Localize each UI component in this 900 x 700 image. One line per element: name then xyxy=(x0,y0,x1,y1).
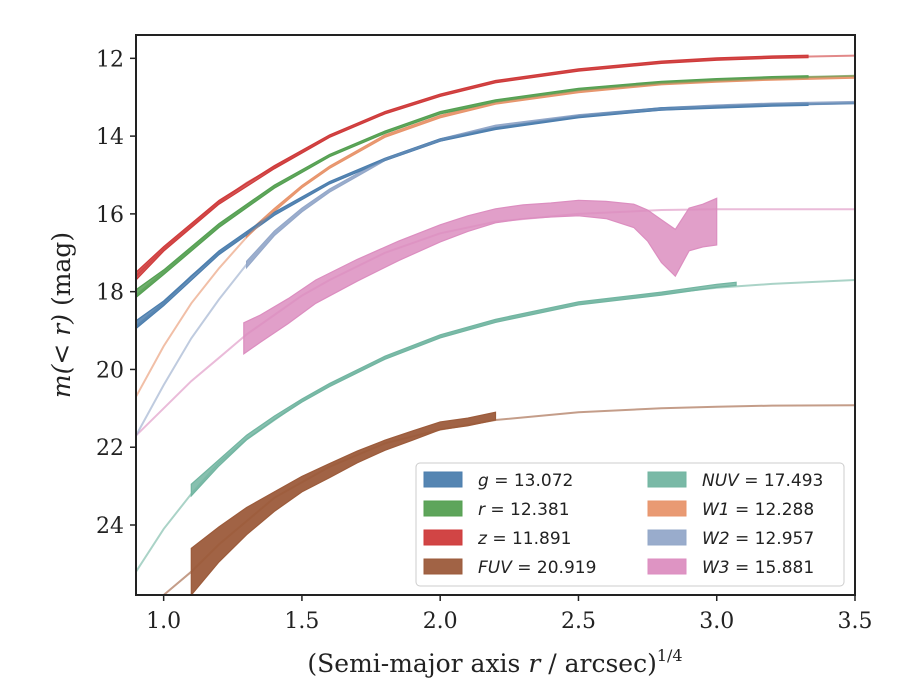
legend-swatch-z xyxy=(423,529,463,546)
model-curve-w1 xyxy=(136,76,855,398)
legend-label-fuv: FUV = 20.919 xyxy=(478,558,596,578)
legend-items: g = 13.072 r = 12.381 z = 11.891 FUV = 20.9… xyxy=(423,471,823,578)
legend-label-nuv: NUV = 17.493 xyxy=(702,471,823,491)
legend-label-w2: W2 = 12.957 xyxy=(702,529,814,549)
y-ticks: 12 14 16 18 20 22 24 xyxy=(96,47,136,539)
x-axis-label: (Semi-major axis r / arcsec)1/4 xyxy=(307,646,682,678)
x-tick-label: 1.0 xyxy=(146,609,181,634)
legend-swatch-nuv xyxy=(647,471,687,488)
model-curve-nuv xyxy=(136,279,855,573)
legend-label-w1: W1 = 12.288 xyxy=(702,500,814,520)
legend-label-w3: W3 = 15.881 xyxy=(702,558,814,578)
y-tick-label: 18 xyxy=(96,281,124,306)
legend-swatch-r xyxy=(423,500,463,517)
legend-label-z: z = 11.891 xyxy=(477,529,571,549)
y-tick-label: 14 xyxy=(96,125,124,150)
data-band-z xyxy=(136,54,809,281)
model-curve-z xyxy=(136,54,855,277)
plot-frame xyxy=(135,34,856,596)
legend-swatch-g xyxy=(423,471,463,488)
model-curve-r xyxy=(136,74,855,297)
legend-swatch-fuv xyxy=(423,558,463,575)
y-tick-label: 12 xyxy=(96,47,124,72)
legend-box xyxy=(415,462,845,587)
legend: g = 13.072 r = 12.381 z = 11.891 FUV = 20.9… xyxy=(415,462,845,587)
legend-label-g: g = 13.072 xyxy=(478,471,573,491)
data-band-w2 xyxy=(246,100,855,270)
y-tick-label: 24 xyxy=(96,514,124,539)
legend-label-r: r = 12.381 xyxy=(478,500,570,520)
legend-swatch-w2 xyxy=(647,529,687,546)
y-tick-label: 22 xyxy=(96,436,124,461)
model-curve-fuv xyxy=(163,404,855,595)
legend-swatch-w3 xyxy=(647,558,687,575)
model-curve-g xyxy=(136,102,855,328)
x-tick-label: 2.5 xyxy=(561,609,596,634)
model-curve-w3 xyxy=(136,208,855,437)
x-tick-label: 3.0 xyxy=(699,609,734,634)
x-tick-label: 1.5 xyxy=(284,609,319,634)
model-curve-w2 xyxy=(136,101,855,437)
y-axis-label: m(< r) (mag) xyxy=(47,232,76,398)
x-tick-label: 2.0 xyxy=(423,609,458,634)
legend-swatch-w1 xyxy=(647,500,687,517)
x-tick-label: 3.5 xyxy=(838,609,873,634)
y-tick-label: 16 xyxy=(96,203,124,228)
y-tick-label: 20 xyxy=(96,358,124,383)
data-band-w3 xyxy=(243,197,718,356)
x-ticks: 1.0 1.5 2.0 2.5 3.0 3.5 xyxy=(146,595,873,634)
series-models xyxy=(136,54,855,595)
